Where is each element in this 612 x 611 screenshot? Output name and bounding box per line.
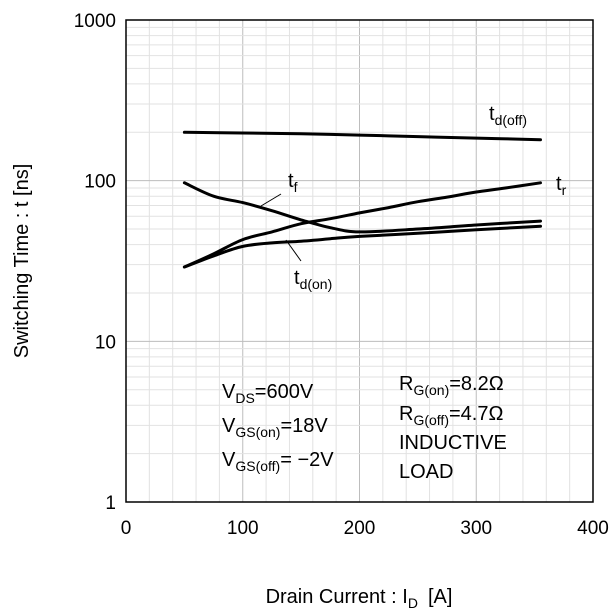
condition-inductive: INDUCTIVE	[399, 432, 507, 454]
series-line-tr	[182, 181, 542, 269]
plot-frame	[125, 19, 594, 503]
grid-lines	[126, 20, 593, 502]
series-label-td-off: td(off)	[489, 103, 527, 128]
x-axis-title: Drain Current : ID [A]	[266, 586, 453, 611]
y-tick-label: 10	[95, 332, 116, 353]
y-tick-label: 100	[84, 172, 116, 193]
tick-labels: 0 100 200 300 400 1 10 100 1000	[74, 11, 609, 539]
x-tick-label: 100	[227, 518, 259, 539]
condition-vds: VDS=600V	[222, 381, 314, 406]
condition-vgs-off: VGS(off)= −2V	[222, 449, 334, 474]
y-tick-label: 1000	[74, 11, 116, 32]
series-line-tf	[182, 181, 542, 234]
series-label-tf: tf	[288, 170, 298, 195]
y-axis-title: Switching Time : t [ns]	[11, 164, 33, 359]
series-line-td-off	[182, 130, 542, 142]
condition-load: LOAD	[399, 461, 453, 483]
condition-rg-on: RG(on)=8.2Ω	[399, 373, 504, 398]
leader-td-on	[285, 239, 302, 262]
condition-vgs-on: VGS(on)=18V	[222, 415, 328, 440]
series-label-td-on: td(on)	[294, 267, 332, 292]
series-labels: td(off) tr tf td(on)	[260, 103, 567, 292]
x-tick-label: 200	[344, 518, 376, 539]
x-tick-label: 400	[577, 518, 609, 539]
series-curves	[182, 130, 542, 269]
series-label-tr: tr	[556, 173, 567, 198]
leader-tf	[260, 193, 282, 207]
conditions-right: RG(on)=8.2Ω RG(off)=4.7Ω INDUCTIVE LOAD	[399, 373, 507, 483]
condition-rg-off: RG(off)=4.7Ω	[399, 403, 503, 428]
conditions-left: VDS=600V VGS(on)=18V VGS(off)= −2V	[222, 381, 334, 474]
y-tick-label: 1	[105, 493, 116, 514]
series-line-td-on	[182, 224, 542, 269]
x-tick-label: 300	[460, 518, 492, 539]
x-tick-label: 0	[121, 518, 132, 539]
